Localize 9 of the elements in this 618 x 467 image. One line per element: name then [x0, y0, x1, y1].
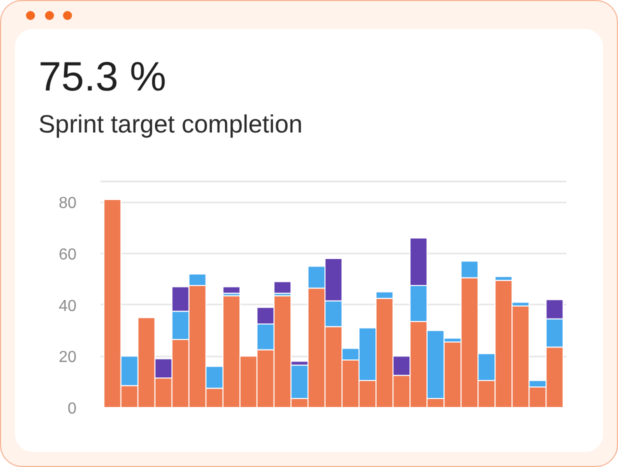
- y-tick-label: 60: [58, 246, 77, 264]
- bar: [273, 281, 292, 294]
- chart-subtitle: Sprint target completion: [38, 110, 303, 138]
- y-tick-label: 80: [58, 195, 77, 212]
- y-tick-label: 20: [58, 349, 77, 366]
- y-tick-label: 0: [68, 400, 77, 418]
- y-tick-label: 40: [58, 298, 77, 315]
- bar: [222, 286, 240, 294]
- chart-title: 75.3 %: [38, 54, 166, 100]
